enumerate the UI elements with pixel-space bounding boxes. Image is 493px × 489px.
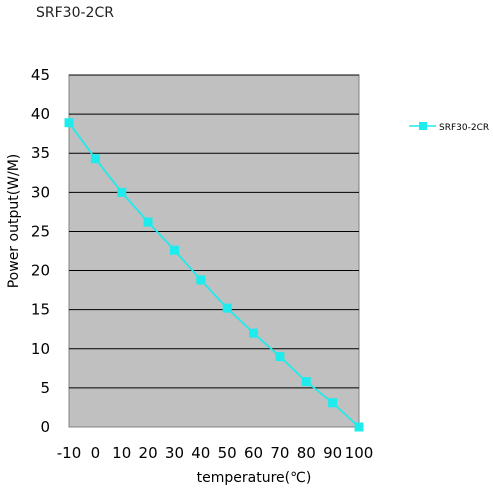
legend: SRF30-2CR <box>409 122 489 133</box>
chart-title: SRF30-2CR <box>36 5 114 21</box>
data-point-10 <box>117 187 127 197</box>
y-tick-label-5: 5 <box>40 379 50 397</box>
x-tick-label-30: 30 <box>165 444 184 462</box>
x-tick-label-50: 50 <box>218 444 237 462</box>
y-tick-label-0: 0 <box>40 418 50 436</box>
legend-marker <box>419 122 427 130</box>
y-tick-label-35: 35 <box>31 144 50 162</box>
y-tick-label-30: 30 <box>31 183 50 201</box>
y-axis-label: Power output(W/M) <box>6 154 22 289</box>
x-axis-ticks: -10 0 10 20 30 40 50 60 70 80 90 100 <box>57 444 374 462</box>
data-point--10 <box>64 118 74 128</box>
x-tick-label-100: 100 <box>345 444 374 462</box>
data-point-40 <box>196 275 206 285</box>
x-tick-label-60: 60 <box>244 444 263 462</box>
y-tick-label-10: 10 <box>31 340 50 358</box>
y-tick-label-40: 40 <box>31 105 50 123</box>
y-tick-label-45: 45 <box>31 66 50 84</box>
data-point-50 <box>222 303 232 313</box>
x-tick-label--10: -10 <box>57 444 82 462</box>
x-tick-label-80: 80 <box>297 444 316 462</box>
data-point-30 <box>169 245 179 255</box>
x-tick-label-20: 20 <box>139 444 158 462</box>
data-point-100 <box>354 422 364 432</box>
data-point-90 <box>328 398 338 408</box>
y-tick-label-25: 25 <box>31 222 50 240</box>
plot-area <box>68 74 360 428</box>
x-tick-label-40: 40 <box>191 444 210 462</box>
y-axis-ticks: 0 5 10 15 20 25 30 35 40 45 <box>31 66 50 436</box>
x-tick-label-90: 90 <box>323 444 342 462</box>
data-point-0 <box>90 154 100 164</box>
x-tick-label-10: 10 <box>112 444 131 462</box>
legend-label: SRF30-2CR <box>439 123 489 133</box>
x-axis-label: temperature(℃) <box>197 470 312 486</box>
y-tick-label-15: 15 <box>31 301 50 319</box>
x-tick-label-70: 70 <box>270 444 289 462</box>
data-point-70 <box>275 352 285 362</box>
x-tick-label-0: 0 <box>91 444 101 462</box>
data-point-20 <box>143 217 153 227</box>
series-layer <box>64 118 364 432</box>
y-tick-label-20: 20 <box>31 262 50 280</box>
data-point-80 <box>301 377 311 387</box>
data-point-60 <box>249 328 259 338</box>
